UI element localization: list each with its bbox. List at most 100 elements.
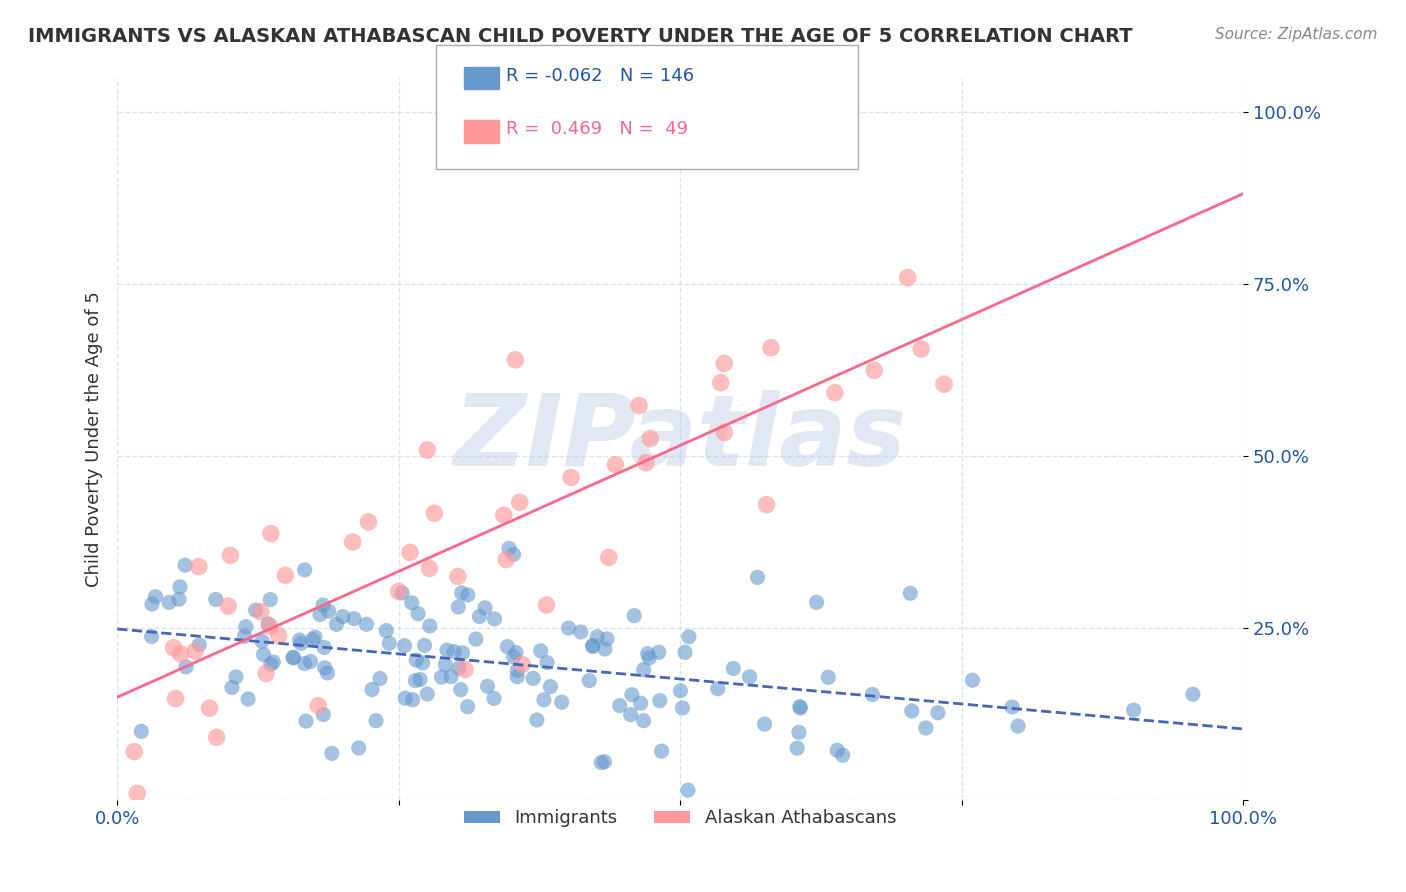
Point: [1122, 703, 1144, 717]
Point: [157, 595, 180, 609]
Text: R = -0.062   N = 146: R = -0.062 N = 146: [506, 67, 695, 85]
Point: [536, 598, 558, 612]
Point: [447, 661, 470, 675]
Point: [141, 630, 163, 644]
Point: [932, 377, 955, 392]
Point: [162, 640, 184, 655]
Point: [605, 458, 627, 472]
Point: [457, 699, 479, 714]
Point: [249, 605, 271, 619]
Point: [759, 341, 782, 355]
Point: [404, 673, 426, 688]
Point: [451, 646, 474, 660]
Text: Source: ZipAtlas.com: Source: ZipAtlas.com: [1215, 27, 1378, 42]
Point: [502, 649, 524, 664]
Point: [141, 597, 163, 611]
Point: [184, 644, 207, 658]
Point: [897, 270, 920, 285]
Point: [174, 558, 197, 573]
Point: [307, 698, 329, 713]
Point: [506, 670, 529, 684]
Point: [262, 655, 284, 669]
Point: [454, 662, 477, 676]
Point: [673, 645, 696, 659]
Point: [174, 660, 197, 674]
Point: [464, 632, 486, 646]
Point: [526, 713, 548, 727]
Point: [245, 603, 267, 617]
Point: [637, 647, 659, 661]
Point: [391, 586, 413, 600]
Point: [468, 609, 491, 624]
Point: [495, 552, 517, 566]
Point: [217, 599, 239, 613]
Point: [582, 639, 605, 653]
Point: [394, 691, 416, 706]
Point: [1181, 687, 1204, 701]
Point: [254, 666, 277, 681]
Point: [496, 640, 519, 654]
Point: [713, 356, 735, 370]
Point: [633, 714, 655, 728]
Point: [325, 617, 347, 632]
Point: [628, 399, 651, 413]
Point: [169, 580, 191, 594]
Point: [221, 681, 243, 695]
Point: [678, 630, 700, 644]
Point: [204, 592, 226, 607]
Point: [188, 638, 211, 652]
Point: [817, 670, 839, 684]
Point: [786, 741, 808, 756]
Point: [378, 636, 401, 650]
Point: [910, 342, 932, 356]
Point: [198, 701, 221, 715]
Point: [440, 670, 463, 684]
Point: [498, 541, 520, 556]
Point: [533, 692, 555, 706]
Point: [1007, 719, 1029, 733]
Point: [898, 586, 921, 600]
Point: [405, 653, 427, 667]
Point: [318, 604, 340, 618]
Point: [522, 672, 544, 686]
Point: [356, 617, 378, 632]
Point: [560, 470, 582, 484]
Point: [409, 673, 432, 687]
Y-axis label: Child Poverty Under the Age of 5: Child Poverty Under the Age of 5: [86, 291, 103, 587]
Point: [416, 687, 439, 701]
Point: [502, 548, 524, 562]
Point: [457, 588, 479, 602]
Point: [630, 696, 652, 710]
Point: [863, 363, 886, 377]
Point: [651, 744, 673, 758]
Point: [962, 673, 984, 688]
Point: [347, 741, 370, 756]
Point: [290, 636, 312, 650]
Point: [609, 698, 631, 713]
Point: [550, 695, 572, 709]
Point: [187, 559, 209, 574]
Point: [482, 691, 505, 706]
Point: [671, 701, 693, 715]
Point: [484, 612, 506, 626]
Point: [492, 508, 515, 523]
Point: [477, 679, 499, 693]
Point: [169, 647, 191, 661]
Point: [267, 629, 290, 643]
Point: [418, 561, 440, 575]
Point: [294, 563, 316, 577]
Point: [806, 595, 828, 609]
Point: [343, 612, 366, 626]
Point: [299, 655, 322, 669]
Point: [260, 657, 283, 672]
Point: [640, 432, 662, 446]
Point: [375, 624, 398, 638]
Point: [131, 724, 153, 739]
Point: [301, 632, 323, 647]
Point: [312, 598, 335, 612]
Point: [447, 569, 470, 583]
Point: [450, 682, 472, 697]
Point: [927, 706, 949, 720]
Point: [530, 644, 553, 658]
Point: [283, 650, 305, 665]
